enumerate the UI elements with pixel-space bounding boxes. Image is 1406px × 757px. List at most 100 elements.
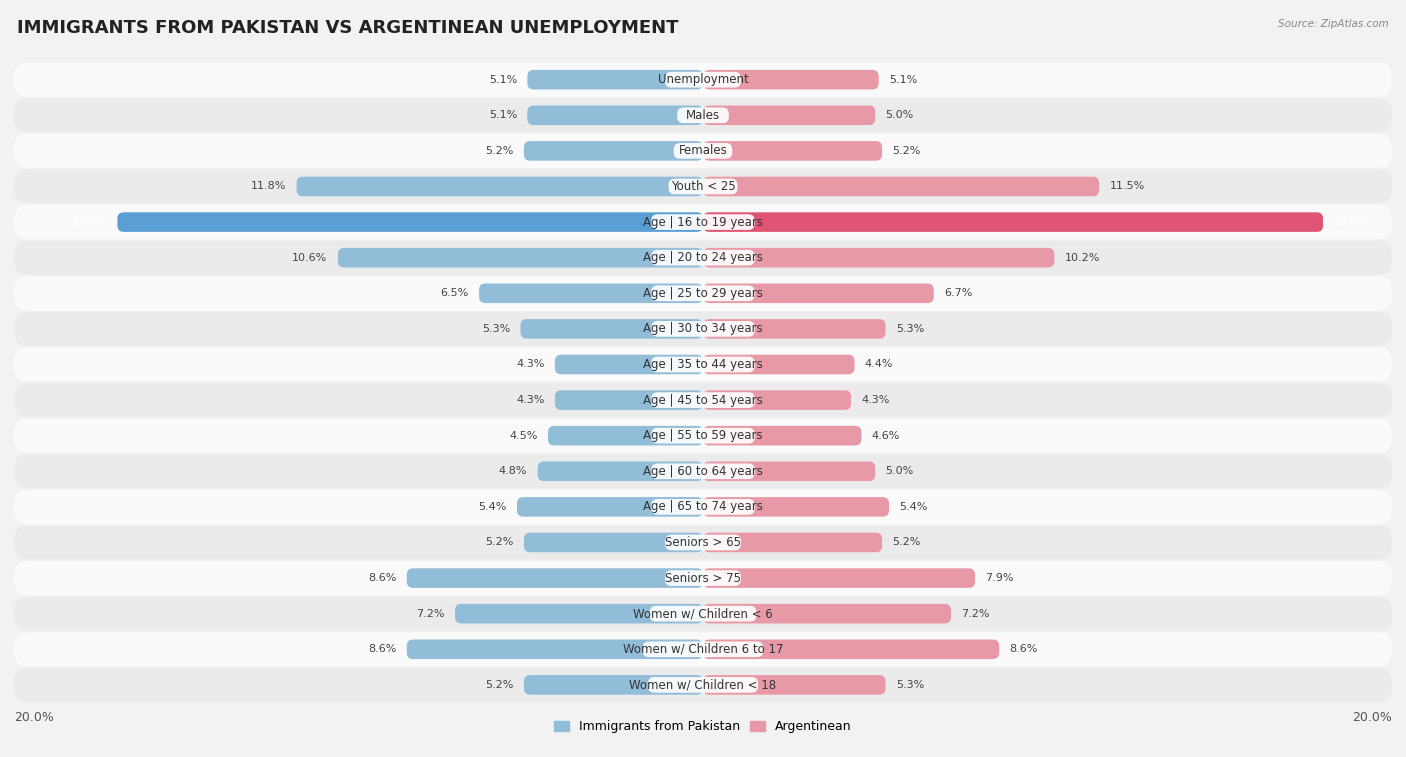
Text: Seniors > 65: Seniors > 65 xyxy=(665,536,741,549)
FancyBboxPatch shape xyxy=(678,107,728,123)
FancyBboxPatch shape xyxy=(703,176,1099,196)
FancyBboxPatch shape xyxy=(703,675,886,695)
FancyBboxPatch shape xyxy=(651,463,755,479)
FancyBboxPatch shape xyxy=(651,357,755,372)
FancyBboxPatch shape xyxy=(650,606,756,621)
FancyBboxPatch shape xyxy=(548,426,703,445)
FancyBboxPatch shape xyxy=(648,677,758,693)
Text: Age | 16 to 19 years: Age | 16 to 19 years xyxy=(643,216,763,229)
FancyBboxPatch shape xyxy=(665,534,741,550)
Text: 20.0%: 20.0% xyxy=(1353,711,1392,724)
FancyBboxPatch shape xyxy=(14,63,1392,97)
Text: Age | 55 to 59 years: Age | 55 to 59 years xyxy=(643,429,763,442)
FancyBboxPatch shape xyxy=(703,284,934,303)
FancyBboxPatch shape xyxy=(14,419,1392,453)
FancyBboxPatch shape xyxy=(703,426,862,445)
FancyBboxPatch shape xyxy=(117,212,703,232)
FancyBboxPatch shape xyxy=(665,570,741,586)
FancyBboxPatch shape xyxy=(14,525,1392,559)
Text: 4.3%: 4.3% xyxy=(516,395,544,405)
Text: Age | 25 to 29 years: Age | 25 to 29 years xyxy=(643,287,763,300)
Text: Youth < 25: Youth < 25 xyxy=(671,180,735,193)
FancyBboxPatch shape xyxy=(14,276,1392,310)
Text: 8.6%: 8.6% xyxy=(1010,644,1038,654)
FancyBboxPatch shape xyxy=(703,355,855,374)
FancyBboxPatch shape xyxy=(673,143,733,159)
Text: 4.8%: 4.8% xyxy=(499,466,527,476)
Text: 8.6%: 8.6% xyxy=(368,644,396,654)
FancyBboxPatch shape xyxy=(456,604,703,624)
FancyBboxPatch shape xyxy=(703,640,1000,659)
FancyBboxPatch shape xyxy=(517,497,703,517)
Text: 5.3%: 5.3% xyxy=(482,324,510,334)
FancyBboxPatch shape xyxy=(643,641,763,657)
FancyBboxPatch shape xyxy=(651,285,755,301)
Legend: Immigrants from Pakistan, Argentinean: Immigrants from Pakistan, Argentinean xyxy=(550,715,856,738)
FancyBboxPatch shape xyxy=(14,632,1392,666)
Text: Age | 20 to 24 years: Age | 20 to 24 years xyxy=(643,251,763,264)
Text: IMMIGRANTS FROM PAKISTAN VS ARGENTINEAN UNEMPLOYMENT: IMMIGRANTS FROM PAKISTAN VS ARGENTINEAN … xyxy=(17,19,678,37)
FancyBboxPatch shape xyxy=(651,428,755,444)
Text: 5.2%: 5.2% xyxy=(893,537,921,547)
Text: 5.2%: 5.2% xyxy=(893,146,921,156)
Text: 5.3%: 5.3% xyxy=(896,680,924,690)
Text: Age | 35 to 44 years: Age | 35 to 44 years xyxy=(643,358,763,371)
FancyBboxPatch shape xyxy=(14,205,1392,239)
Text: Females: Females xyxy=(679,145,727,157)
FancyBboxPatch shape xyxy=(14,134,1392,168)
Text: 5.3%: 5.3% xyxy=(896,324,924,334)
Text: Women w/ Children < 6: Women w/ Children < 6 xyxy=(633,607,773,620)
FancyBboxPatch shape xyxy=(703,212,1323,232)
FancyBboxPatch shape xyxy=(703,391,851,410)
Text: 4.6%: 4.6% xyxy=(872,431,900,441)
Text: 5.0%: 5.0% xyxy=(886,466,914,476)
Text: 7.2%: 7.2% xyxy=(416,609,444,618)
FancyBboxPatch shape xyxy=(703,105,875,125)
FancyBboxPatch shape xyxy=(14,383,1392,417)
FancyBboxPatch shape xyxy=(651,214,755,230)
Text: 10.6%: 10.6% xyxy=(292,253,328,263)
Text: 18.0%: 18.0% xyxy=(1333,217,1369,227)
FancyBboxPatch shape xyxy=(703,70,879,89)
Text: 6.7%: 6.7% xyxy=(945,288,973,298)
FancyBboxPatch shape xyxy=(14,312,1392,346)
Text: 7.2%: 7.2% xyxy=(962,609,990,618)
FancyBboxPatch shape xyxy=(14,668,1392,702)
Text: 6.5%: 6.5% xyxy=(440,288,468,298)
Text: Women w/ Children 6 to 17: Women w/ Children 6 to 17 xyxy=(623,643,783,656)
FancyBboxPatch shape xyxy=(337,248,703,267)
FancyBboxPatch shape xyxy=(703,319,886,338)
FancyBboxPatch shape xyxy=(651,499,755,515)
Text: Unemployment: Unemployment xyxy=(658,73,748,86)
FancyBboxPatch shape xyxy=(14,454,1392,488)
FancyBboxPatch shape xyxy=(651,321,755,337)
Text: Age | 60 to 64 years: Age | 60 to 64 years xyxy=(643,465,763,478)
FancyBboxPatch shape xyxy=(703,533,882,553)
Text: 20.0%: 20.0% xyxy=(14,711,53,724)
FancyBboxPatch shape xyxy=(406,640,703,659)
FancyBboxPatch shape xyxy=(651,392,755,408)
FancyBboxPatch shape xyxy=(14,561,1392,595)
FancyBboxPatch shape xyxy=(703,462,875,481)
FancyBboxPatch shape xyxy=(14,597,1392,631)
Text: 5.2%: 5.2% xyxy=(485,680,513,690)
FancyBboxPatch shape xyxy=(703,141,882,160)
FancyBboxPatch shape xyxy=(14,170,1392,204)
FancyBboxPatch shape xyxy=(651,250,755,266)
FancyBboxPatch shape xyxy=(520,319,703,338)
Text: 10.2%: 10.2% xyxy=(1064,253,1099,263)
FancyBboxPatch shape xyxy=(703,569,976,588)
Text: 17.0%: 17.0% xyxy=(72,217,107,227)
FancyBboxPatch shape xyxy=(14,241,1392,275)
Text: 5.2%: 5.2% xyxy=(485,146,513,156)
FancyBboxPatch shape xyxy=(14,98,1392,132)
Text: Source: ZipAtlas.com: Source: ZipAtlas.com xyxy=(1278,19,1389,29)
FancyBboxPatch shape xyxy=(406,569,703,588)
FancyBboxPatch shape xyxy=(669,179,738,195)
Text: 8.6%: 8.6% xyxy=(368,573,396,583)
Text: 4.3%: 4.3% xyxy=(862,395,890,405)
Text: Seniors > 75: Seniors > 75 xyxy=(665,572,741,584)
FancyBboxPatch shape xyxy=(703,248,1054,267)
FancyBboxPatch shape xyxy=(703,604,950,624)
Text: 5.4%: 5.4% xyxy=(900,502,928,512)
